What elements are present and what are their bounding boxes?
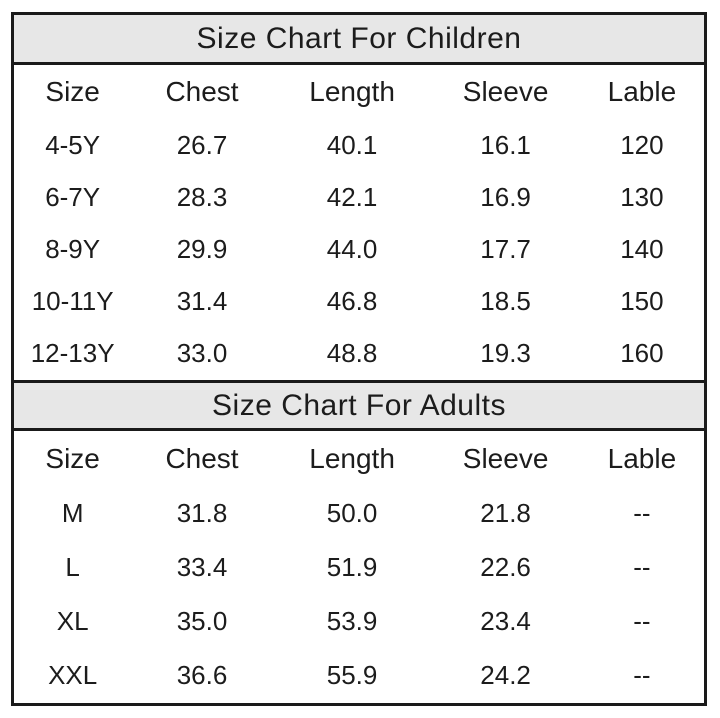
cell-sleeve: 16.1	[480, 129, 531, 160]
column-header-sleeve: Sleeve	[462, 442, 549, 474]
cell-sleeve: 17.7	[480, 233, 531, 264]
cell-chest: 33.4	[176, 552, 228, 583]
table-row: 4-5Y 26.7 40.1 16.1 120	[14, 119, 704, 171]
cell-length: 50.0	[326, 498, 378, 529]
cell-lable: --	[633, 552, 651, 583]
cell-lable: --	[633, 498, 651, 529]
table-row: 8-9Y 29.9 44.0 17.7 140	[14, 223, 704, 275]
cell-size: 10-11Y	[31, 286, 114, 317]
cell-length: 40.1	[326, 129, 378, 160]
column-header-size: Size	[45, 442, 100, 474]
cell-length: 42.1	[326, 181, 378, 212]
cell-lable: 130	[620, 181, 664, 212]
cell-chest: 28.3	[176, 181, 228, 212]
table-row: 10-11Y 31.4 46.8 18.5 150	[14, 276, 704, 328]
cell-lable: 150	[620, 286, 664, 317]
cell-sleeve: 18.5	[480, 286, 531, 317]
cell-length: 48.8	[326, 338, 378, 369]
cell-sleeve: 21.8	[480, 498, 531, 529]
cell-chest: 26.7	[176, 129, 228, 160]
cell-lable: --	[633, 660, 651, 691]
cell-length: 44.0	[326, 233, 378, 264]
table-row: M 31.8 50.0 21.8 --	[14, 487, 704, 541]
cell-size: 12-13Y	[30, 338, 115, 369]
children-header-row: Size Chest Length Sleeve Lable	[14, 65, 704, 119]
adults-size-table: Size Chest Length Sleeve Lable M 31.8 50…	[14, 431, 704, 703]
cell-lable: 140	[620, 233, 664, 264]
cell-chest: 35.0	[176, 606, 228, 637]
cell-lable: 160	[620, 338, 664, 369]
cell-size: 8-9Y	[45, 233, 101, 264]
cell-chest: 31.4	[176, 286, 228, 317]
column-header-length: Length	[309, 442, 395, 474]
column-header-chest: Chest	[165, 442, 239, 474]
table-row: 12-13Y 33.0 48.8 19.3 160	[14, 328, 704, 380]
cell-sleeve: 16.9	[480, 181, 531, 212]
size-chart-container: Size Chart For Children Size Chest Lengt…	[11, 12, 707, 706]
cell-length: 55.9	[326, 660, 378, 691]
table-row: XL 35.0 53.9 23.4 --	[14, 595, 704, 649]
cell-size: XL	[56, 606, 89, 637]
table-row: L 33.4 51.9 22.6 --	[14, 541, 704, 595]
cell-size: L	[65, 552, 80, 583]
cell-chest: 36.6	[176, 660, 228, 691]
table-row: 6-7Y 28.3 42.1 16.9 130	[14, 171, 704, 223]
children-chart-title-band: Size Chart For Children	[14, 15, 704, 65]
adults-chart-title-band: Size Chart For Adults	[14, 380, 704, 431]
children-size-table: Size Chest Length Sleeve Lable 4-5Y 26.7…	[14, 65, 704, 380]
cell-chest: 33.0	[176, 338, 228, 369]
column-header-length: Length	[309, 75, 395, 107]
column-header-lable: Lable	[607, 75, 677, 107]
cell-length: 53.9	[326, 606, 378, 637]
column-header-sleeve: Sleeve	[462, 75, 549, 107]
column-header-lable: Lable	[607, 442, 677, 474]
cell-sleeve: 22.6	[480, 552, 531, 583]
cell-size: 6-7Y	[45, 181, 101, 212]
cell-length: 51.9	[326, 552, 378, 583]
column-header-chest: Chest	[165, 75, 239, 107]
table-row: XXL 36.6 55.9 24.2 --	[14, 649, 704, 703]
cell-chest: 31.8	[176, 498, 228, 529]
cell-length: 46.8	[326, 286, 378, 317]
cell-size: 4-5Y	[45, 129, 101, 160]
cell-sleeve: 19.3	[480, 338, 531, 369]
adults-chart-title: Size Chart For Adults	[212, 388, 506, 422]
cell-sleeve: 23.4	[480, 606, 531, 637]
cell-chest: 29.9	[176, 233, 228, 264]
cell-size: M	[61, 498, 84, 529]
cell-lable: --	[633, 606, 651, 637]
adults-header-row: Size Chest Length Sleeve Lable	[14, 431, 704, 487]
children-chart-title: Size Chart For Children	[196, 21, 522, 55]
cell-lable: 120	[620, 129, 664, 160]
cell-sleeve: 24.2	[480, 660, 531, 691]
cell-size: XXL	[48, 660, 98, 691]
column-header-size: Size	[45, 75, 100, 107]
